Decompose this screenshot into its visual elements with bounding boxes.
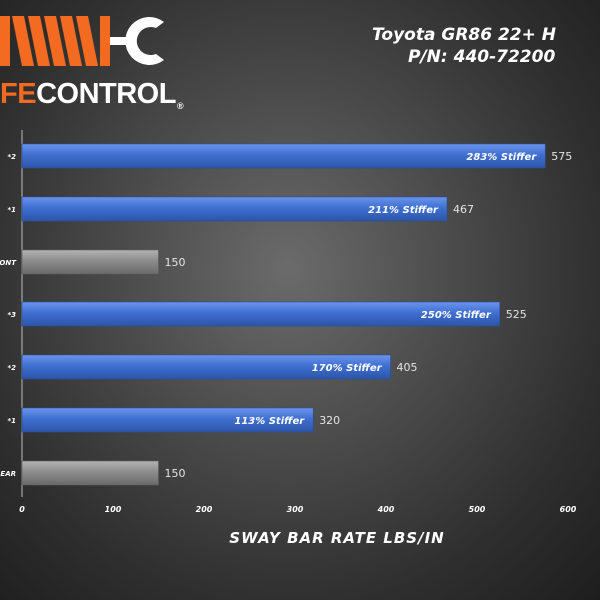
stiffness-annotation: 283% Stiffer: [466, 152, 537, 163]
value-label: 575: [551, 150, 572, 163]
category-label: *1: [7, 417, 16, 425]
bar: [21, 460, 159, 486]
x-axis-label: SWAY BAR RATE LBS/IN: [229, 529, 445, 547]
x-tick-label: 300: [287, 505, 304, 514]
category-label: *1: [7, 206, 16, 214]
category-label: ONT: [0, 259, 17, 267]
brand-registered-mark: ®: [176, 101, 184, 111]
value-label: 525: [506, 308, 527, 321]
value-label: 150: [165, 467, 186, 480]
brand-wordmark: FECONTROL®: [0, 78, 184, 111]
bar: [21, 301, 501, 327]
brand-name-prefix: FE: [0, 78, 37, 110]
category-label: *2: [7, 153, 16, 161]
x-tick-label: 200: [196, 505, 213, 514]
stiffness-annotation: 211% Stiffer: [368, 205, 439, 216]
value-label: 467: [453, 203, 474, 216]
x-tick-label: 600: [560, 505, 577, 514]
value-label: 150: [165, 256, 186, 269]
value-label: 320: [319, 414, 340, 427]
bar: [21, 407, 314, 433]
stiffness-annotation: 250% Stiffer: [421, 310, 492, 321]
chart-header: Toyota GR86 22+ H P/N: 440-72200: [370, 24, 600, 68]
x-tick-label: 400: [377, 505, 395, 514]
brand-logo: FECONTROL®: [0, 0, 190, 118]
category-label: *2: [7, 364, 16, 372]
x-tick-label: 100: [105, 505, 122, 514]
bar: [21, 354, 391, 380]
bar: [21, 249, 159, 275]
chart-title: Toyota GR86 22+ H: [372, 25, 557, 45]
part-number: P/N: 440-72200: [408, 47, 556, 67]
category-label: *3: [7, 311, 16, 319]
category-label: EAR: [0, 470, 16, 478]
bars-layer: *2 283% Stiffer 575 *1 211% Stiffer 467 ONT 150…: [0, 143, 572, 486]
bar: [21, 143, 546, 169]
logo-mark-icon: [0, 16, 164, 66]
stiffness-annotation: 170% Stiffer: [312, 363, 383, 374]
x-tick-label: 0: [19, 505, 25, 514]
bar: [21, 196, 448, 222]
stiffness-annotation: 113% Stiffer: [234, 416, 305, 427]
brand-name-main: CONTROL: [36, 78, 176, 110]
value-label: 405: [397, 361, 418, 374]
x-tick-label: 500: [469, 505, 486, 514]
x-axis-ticks: 0 100 200 300 400 500 600: [19, 505, 577, 514]
